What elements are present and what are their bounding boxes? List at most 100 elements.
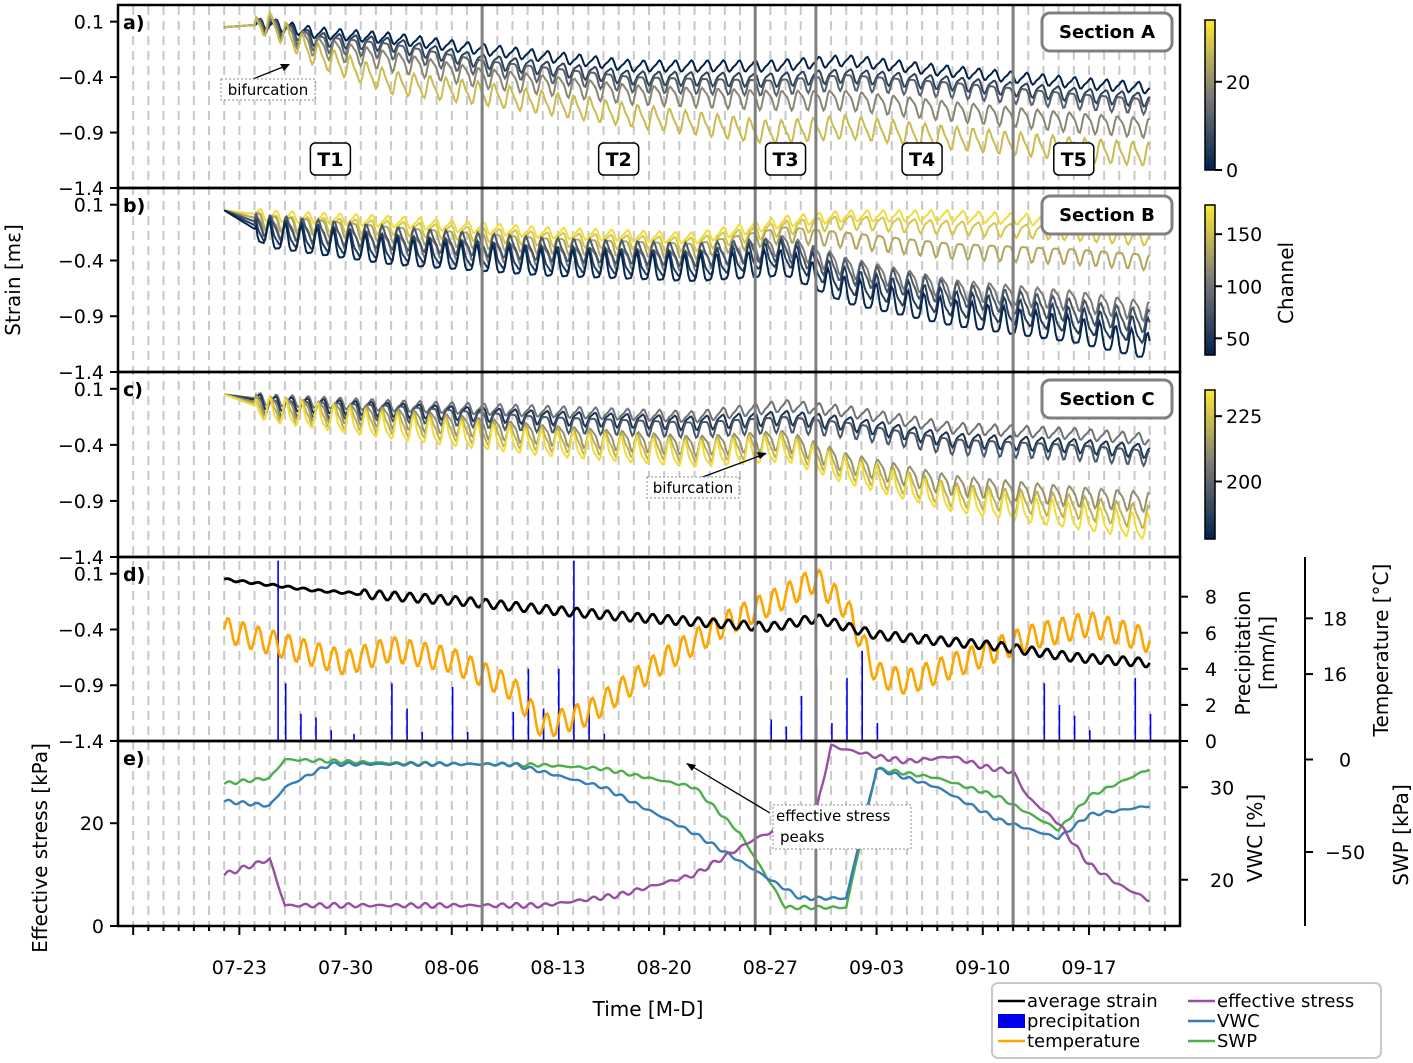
- phase-label: T1: [317, 149, 343, 171]
- annotation-arrowhead: [757, 452, 767, 459]
- phase-box: [1053, 142, 1095, 176]
- precipitation-bar: [466, 732, 469, 741]
- phase-box: [309, 142, 352, 176]
- x-tick-label: 07-30: [318, 957, 373, 979]
- precipitation-bar: [391, 683, 393, 741]
- phase-label: T2: [606, 149, 632, 171]
- section-label: Section B: [1059, 205, 1155, 226]
- strain-tick-label: −1.4: [58, 362, 104, 384]
- precipitation-bar: [573, 560, 575, 741]
- data-layer: [222, 10, 1152, 911]
- phase-label: T3: [772, 149, 798, 171]
- x-tick-label: 09-10: [955, 957, 1010, 979]
- colorbar-tick-label: 225: [1226, 406, 1262, 428]
- strain-tick-label: −0.9: [58, 123, 104, 145]
- legend-label: temperature: [1027, 1031, 1140, 1052]
- precip-axis-label-2: [mm/h]: [1255, 616, 1279, 690]
- temperature-tick-label: 16: [1323, 664, 1347, 686]
- swp-line: [223, 757, 1151, 911]
- swp-axis-label: SWP [kPa]: [1389, 784, 1413, 886]
- precipitation-bar: [1149, 713, 1152, 741]
- precipitation-bar: [603, 733, 606, 741]
- precip-axis-label-1: Precipitation: [1231, 590, 1255, 715]
- legend-swatch: [998, 1014, 1025, 1028]
- section-box: [1040, 11, 1174, 53]
- precipitation-bar: [315, 717, 317, 741]
- strain-channel-line: [224, 207, 1151, 245]
- annotation-es-line1: effective stress: [776, 807, 891, 825]
- annotation-box: [646, 476, 740, 499]
- panel-d-series: [222, 560, 1152, 741]
- precipitation-bar: [846, 677, 848, 741]
- strain-channel-line: [224, 17, 1151, 117]
- strain-tick-label: −0.4: [58, 67, 104, 89]
- phase-box: [901, 142, 943, 176]
- strain-tick-label: 0.1: [74, 564, 104, 586]
- panel-letter: c): [123, 379, 143, 401]
- effective-stress-line: [223, 743, 1150, 910]
- x-tick-label: 08-13: [530, 957, 585, 979]
- panel-letter: d): [123, 564, 145, 586]
- overlay-layer: Time [M-D] Strain [mε] Effective stress …: [1, 224, 1413, 1021]
- precipitation-bar: [831, 723, 833, 741]
- colorbar-tick-label: 150: [1226, 224, 1262, 246]
- swp-tick-label: 0: [1339, 750, 1351, 772]
- strain-channel-line: [224, 14, 1151, 140]
- strain-tick-label: −0.9: [58, 491, 104, 513]
- strain-tick-label: −0.4: [58, 619, 104, 641]
- vwc-axis-label: VWC [%]: [1243, 794, 1267, 882]
- vwc-tick-label: 30: [1210, 777, 1234, 799]
- colorbar-b-label: Channel: [1274, 242, 1298, 324]
- colorbar-tick-label: 100: [1226, 276, 1262, 298]
- precipitation-bar: [300, 713, 302, 741]
- vwc-tick-label: 20: [1210, 870, 1234, 892]
- legend-label: precipitation: [1027, 1011, 1140, 1032]
- precip-tick-label: 8: [1205, 587, 1217, 609]
- strain-panel-a: [224, 10, 1151, 167]
- panel-letter: e): [123, 748, 145, 770]
- strain-channel-line: [223, 209, 1151, 253]
- colorbar-tick-label: 50: [1226, 328, 1250, 350]
- precipitation-bar: [1058, 704, 1061, 741]
- strain-channel-line: [224, 391, 1151, 446]
- precipitation-bar: [785, 726, 788, 741]
- precipitation-bar: [861, 650, 863, 741]
- strain-channel-line: [224, 10, 1151, 167]
- precipitation-bar: [451, 686, 454, 741]
- panel-letter: a): [123, 12, 145, 34]
- strain-tick-label: 0.1: [74, 195, 104, 217]
- legend-label: SWP: [1217, 1031, 1257, 1052]
- temperature-tick-label: 18: [1323, 608, 1347, 630]
- annotation-arrow: [699, 453, 766, 479]
- precipitation-bar: [800, 695, 803, 741]
- swp-tick-label: −50: [1325, 842, 1365, 864]
- precip-tick-label: 2: [1205, 695, 1217, 717]
- colorbar-tick-label: 0: [1226, 160, 1238, 182]
- precipitation-bar: [284, 683, 287, 741]
- average-strain-line: [223, 577, 1151, 669]
- strain-tick-label: −1.4: [58, 178, 104, 200]
- colorbar-tick-label: 20: [1226, 72, 1250, 94]
- colorbar: [1204, 19, 1216, 171]
- strain-panel-b: [223, 207, 1151, 358]
- precipitation-bar: [421, 732, 423, 741]
- strain-tick-label: −1.4: [58, 547, 104, 569]
- strain-tick-label: −0.4: [58, 435, 104, 457]
- section-box: [1040, 194, 1174, 236]
- x-tick-label: 08-20: [637, 957, 692, 979]
- phase-label: T4: [909, 149, 935, 171]
- strain-axis-label: Strain [mε]: [1, 224, 25, 336]
- precip-tick-label: 0: [1205, 731, 1217, 753]
- precipitation-bar: [330, 730, 332, 741]
- strain-tick-label: −0.9: [58, 675, 104, 697]
- legend-label: effective stress: [1217, 991, 1354, 1012]
- precip-tick-label: 6: [1205, 623, 1217, 645]
- x-tick-label: 08-27: [743, 957, 798, 979]
- annotation-bifurcation-a: bifurcation: [228, 81, 309, 99]
- effective-stress-axis-label: Effective stress [kPa]: [28, 743, 52, 953]
- precipitation-bar: [406, 708, 408, 741]
- strain-channel-line: [223, 393, 1151, 468]
- annotation-es-line2: peaks: [780, 828, 825, 846]
- strain-channel-line: [224, 18, 1151, 108]
